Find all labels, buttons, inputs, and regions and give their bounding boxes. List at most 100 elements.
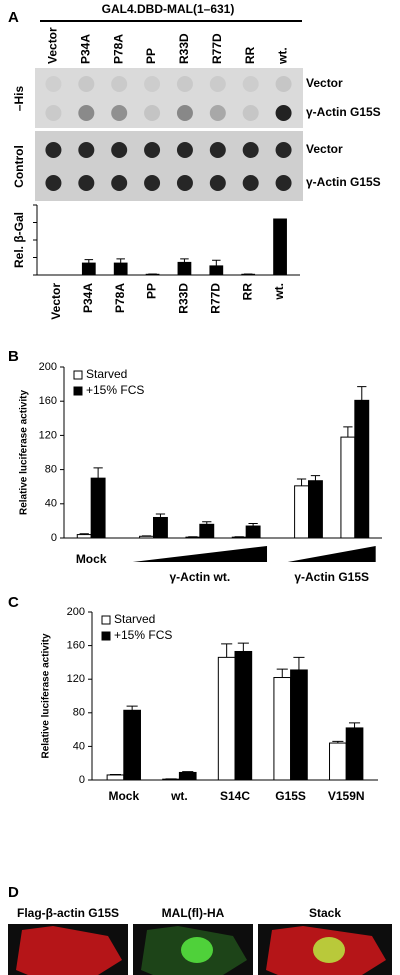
blot-dot bbox=[45, 142, 62, 158]
cell bbox=[16, 926, 122, 975]
group-label: Mock bbox=[76, 552, 107, 566]
blot-dot bbox=[144, 142, 161, 158]
bar bbox=[81, 262, 96, 276]
blot-dot bbox=[209, 142, 226, 158]
row-label: Vector bbox=[306, 76, 343, 90]
wedge bbox=[132, 546, 268, 562]
bar bbox=[123, 709, 141, 781]
y-axis-label: Rel. β-Gal bbox=[12, 212, 26, 268]
bar bbox=[354, 399, 370, 539]
bar bbox=[185, 536, 201, 539]
y-tick-label: 0 bbox=[79, 774, 85, 786]
blot-dot bbox=[78, 175, 95, 191]
blot-dot bbox=[111, 142, 128, 158]
image-label: Flag-β-actin G15S bbox=[17, 906, 119, 920]
y-tick-label: 80 bbox=[73, 707, 85, 719]
blot-dot bbox=[242, 142, 259, 158]
legend-label: Starved bbox=[86, 367, 127, 381]
bar bbox=[153, 516, 168, 539]
bar bbox=[234, 650, 253, 781]
blot-dot bbox=[45, 76, 62, 92]
error-bar bbox=[343, 426, 353, 438]
blot-dot bbox=[176, 105, 193, 121]
column-label: RR bbox=[243, 46, 257, 64]
x-tick-label: P78A bbox=[113, 283, 127, 313]
blot-dot bbox=[242, 175, 259, 191]
y-tick-label: 40 bbox=[73, 740, 85, 752]
error-bar bbox=[357, 386, 367, 401]
blot-dot bbox=[176, 76, 193, 92]
legend-label: Starved bbox=[114, 612, 155, 626]
y-tick-label: 120 bbox=[67, 673, 85, 685]
error-bar bbox=[93, 467, 103, 479]
y-axis-label: Relative luciferase activity bbox=[19, 390, 30, 516]
bar bbox=[340, 436, 356, 539]
x-tick-label: RR bbox=[240, 283, 254, 301]
panel-label: C bbox=[8, 594, 19, 611]
bar bbox=[273, 677, 292, 781]
blot-dot bbox=[111, 76, 128, 92]
column-label: R33D bbox=[177, 33, 191, 64]
error-bar bbox=[221, 643, 233, 658]
blot-dot bbox=[78, 76, 95, 92]
legend-label: +15% FCS bbox=[86, 383, 144, 397]
blot-dot bbox=[275, 142, 292, 158]
blot-dot bbox=[176, 142, 193, 158]
error-bar bbox=[248, 522, 258, 527]
error-bar bbox=[202, 521, 212, 525]
blot-dot bbox=[275, 175, 292, 191]
x-tick-label: R77D bbox=[208, 283, 222, 314]
blot-dot bbox=[144, 105, 161, 121]
x-tick-label: P34A bbox=[81, 283, 95, 313]
bar bbox=[76, 534, 92, 539]
column-label: R77D bbox=[210, 33, 224, 64]
legend-swatch bbox=[101, 615, 111, 625]
panel-label: D bbox=[8, 884, 19, 901]
bar bbox=[139, 535, 155, 539]
row-label: γ-Actin G15S bbox=[306, 105, 381, 119]
y-tick-label: 160 bbox=[39, 395, 57, 407]
row-label: Vector bbox=[306, 142, 343, 156]
y-tick-label: 80 bbox=[45, 464, 57, 476]
x-tick-label: PP bbox=[145, 283, 159, 299]
nucleus bbox=[181, 937, 213, 963]
panel-header: GAL4.DBD-MAL(1–631) bbox=[102, 2, 235, 16]
blot-control bbox=[35, 131, 303, 201]
legend-swatch bbox=[101, 631, 111, 641]
x-tick-label: V159N bbox=[328, 789, 365, 803]
y-tick-label: 200 bbox=[67, 606, 85, 618]
blot-dot bbox=[78, 142, 95, 158]
error-bar bbox=[237, 642, 249, 652]
y-axis-label: Relative luciferase activity bbox=[41, 633, 52, 759]
column-label: Vector bbox=[46, 27, 60, 64]
bar bbox=[113, 262, 128, 276]
error-bar bbox=[180, 258, 189, 263]
column-label: P78A bbox=[111, 34, 125, 64]
row-group-label: Control bbox=[12, 145, 26, 188]
y-tick-label: 160 bbox=[67, 640, 85, 652]
blot-dot bbox=[144, 175, 161, 191]
x-tick-label: Mock bbox=[108, 789, 139, 803]
nucleus bbox=[313, 937, 345, 963]
bar bbox=[345, 727, 364, 781]
y-tick-label: 200 bbox=[39, 361, 57, 373]
panel-label: B bbox=[8, 348, 19, 365]
bar bbox=[308, 480, 323, 539]
bar bbox=[209, 265, 224, 276]
blot-dot bbox=[275, 76, 292, 92]
legend-label: +15% FCS bbox=[114, 628, 172, 642]
bar bbox=[245, 525, 261, 539]
error-bar bbox=[348, 722, 361, 728]
bar bbox=[294, 485, 310, 539]
y-tick-label: 120 bbox=[39, 429, 57, 441]
error-bar bbox=[276, 668, 288, 678]
group-label: γ-Actin G15S bbox=[294, 570, 369, 584]
blot-dot bbox=[144, 76, 161, 92]
bar bbox=[273, 218, 287, 276]
column-label: wt. bbox=[276, 47, 290, 65]
blot-dot bbox=[78, 105, 95, 121]
bar bbox=[199, 523, 215, 539]
error-bar bbox=[155, 513, 166, 518]
column-label: P34A bbox=[78, 34, 92, 64]
blot-dot bbox=[209, 76, 226, 92]
